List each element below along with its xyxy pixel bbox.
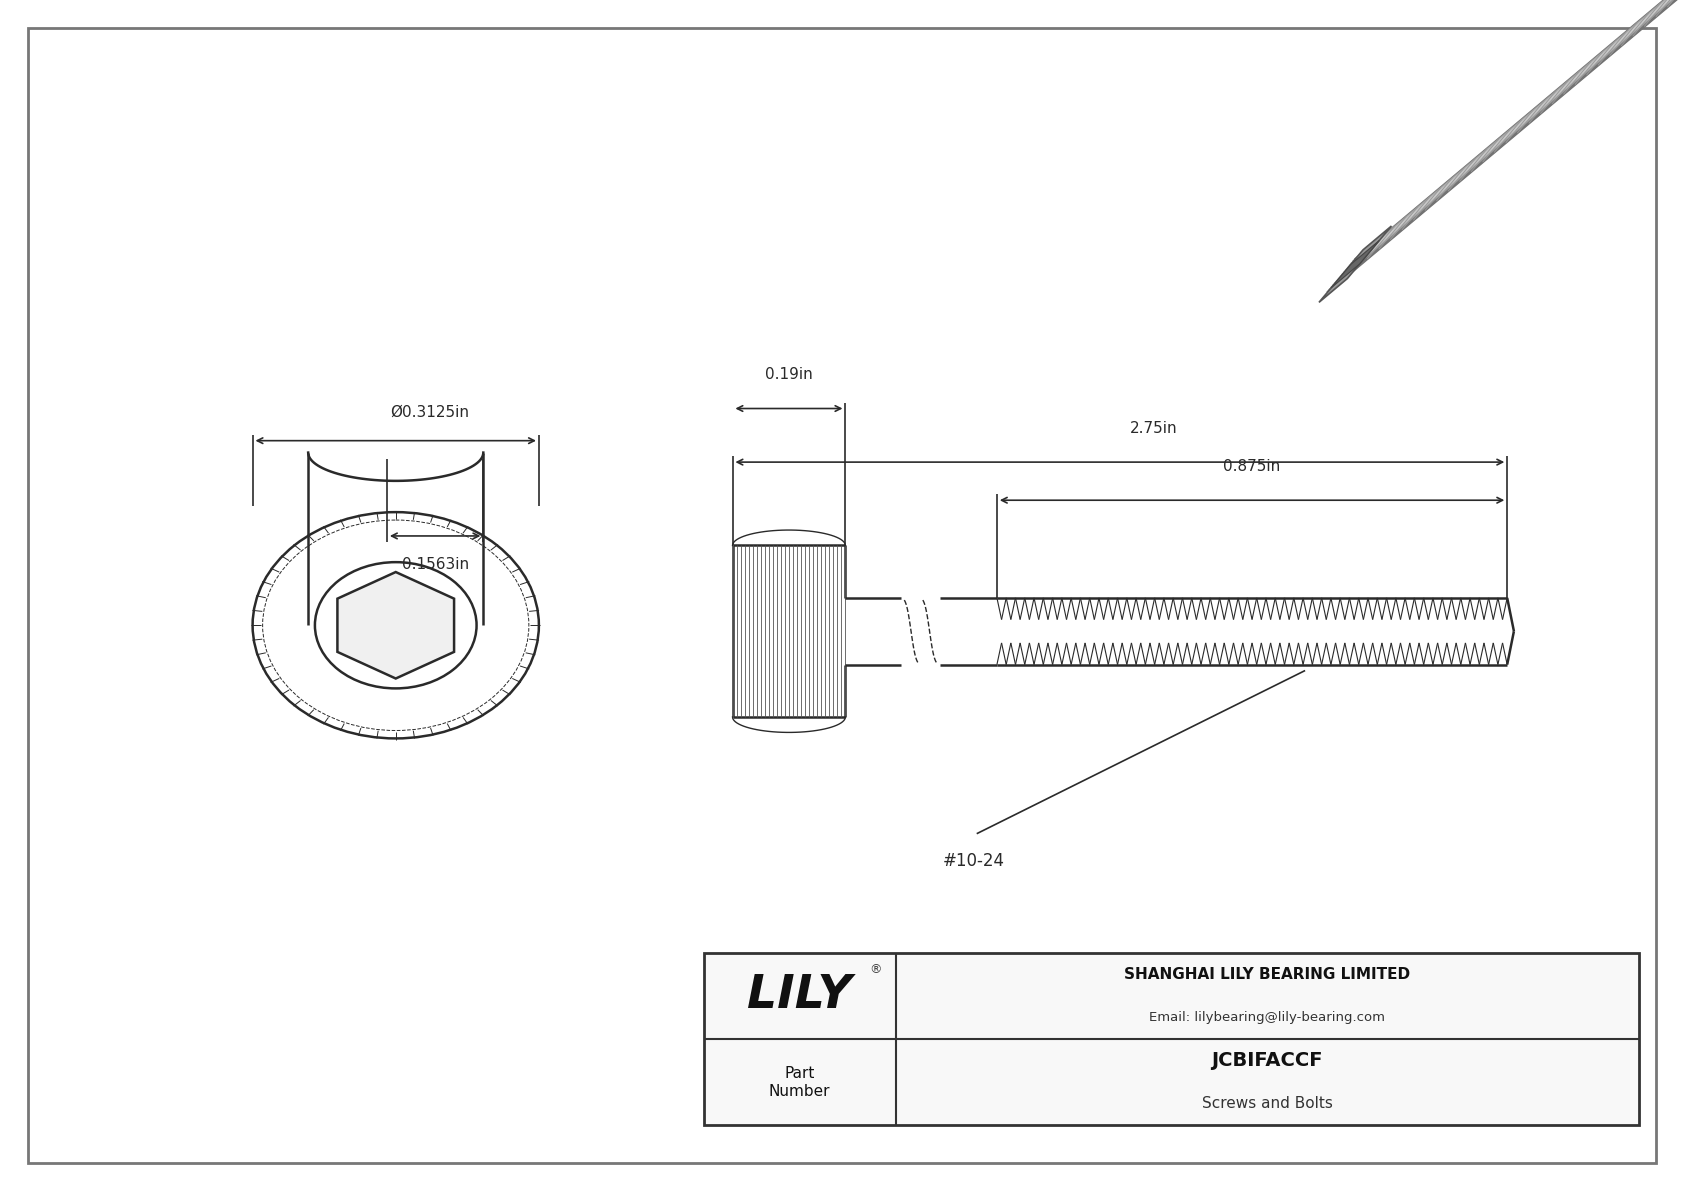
Polygon shape bbox=[337, 572, 455, 679]
Text: 0.1563in: 0.1563in bbox=[401, 557, 468, 573]
Text: 2.75in: 2.75in bbox=[1130, 420, 1177, 436]
Text: Screws and Bolts: Screws and Bolts bbox=[1202, 1096, 1332, 1111]
Text: 0.19in: 0.19in bbox=[765, 367, 813, 382]
Polygon shape bbox=[1330, 241, 1379, 288]
Text: ®: ® bbox=[869, 964, 882, 977]
Text: #10-24: #10-24 bbox=[943, 852, 1005, 869]
Text: Email: lilybearing@lily-bearing.com: Email: lilybearing@lily-bearing.com bbox=[1148, 1011, 1384, 1024]
Text: 0.875in: 0.875in bbox=[1224, 459, 1280, 474]
Text: SHANGHAI LILY BEARING LIMITED: SHANGHAI LILY BEARING LIMITED bbox=[1123, 967, 1410, 983]
Text: LILY: LILY bbox=[748, 973, 852, 1018]
Text: Ø0.3125in: Ø0.3125in bbox=[391, 404, 468, 419]
Text: JCBIFACCF: JCBIFACCF bbox=[1211, 1052, 1322, 1071]
Bar bbox=[704, 953, 1639, 1125]
Polygon shape bbox=[1319, 226, 1391, 303]
Text: Part
Number: Part Number bbox=[770, 1066, 830, 1098]
